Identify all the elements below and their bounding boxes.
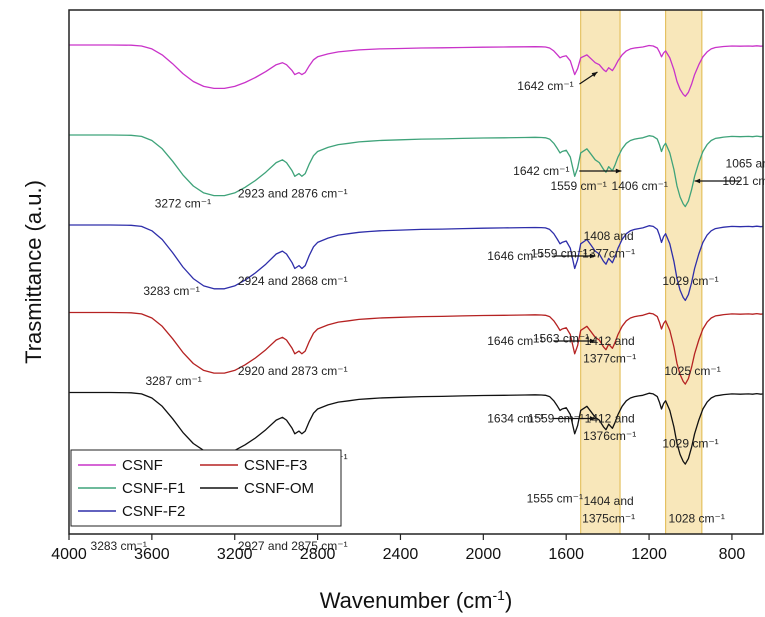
highlight-band-2 xyxy=(665,9,703,535)
series-line-csnf-f3 xyxy=(69,311,764,385)
x-axis-title-sup: -1 xyxy=(493,587,506,603)
legend: CSNF CSNF-F1 CSNF-F2 CSNF-F3 CSNF-OM xyxy=(70,449,342,527)
highlight-band-1 xyxy=(580,9,621,535)
annotation-label: 1375cm⁻¹ xyxy=(582,512,635,526)
annotation-label: 1412 and xyxy=(585,334,635,348)
x-axis-ticks: 4000 3600 3200 2800 2400 2000 1600 1200 800 xyxy=(51,534,745,563)
x-tick-label: 2800 xyxy=(300,546,336,563)
annotation-arrowhead xyxy=(694,178,701,184)
legend-label-csnf-f3: CSNF-F3 xyxy=(244,457,307,474)
annotation-label: 1021 cm⁻¹ xyxy=(722,174,765,188)
series-line-csnf xyxy=(69,44,764,97)
x-tick-label: 2000 xyxy=(466,546,502,563)
series-line-csnf-f2 xyxy=(69,224,764,302)
annotation-label: 1406 cm⁻¹ xyxy=(612,179,668,193)
annotation-label: 1559 cm⁻¹ xyxy=(531,247,587,261)
annotation-arrowhead xyxy=(589,416,596,421)
annotation-label: 1555 cm⁻¹ xyxy=(527,492,583,506)
plot-frame xyxy=(68,9,764,535)
series-line-csnf-om xyxy=(69,391,764,465)
annotation-label: 2920 and 2873 cm⁻¹ xyxy=(238,364,348,378)
annotation-label: 1025 cm⁻¹ xyxy=(664,364,720,378)
series-line-csnf-f1 xyxy=(69,134,764,208)
annotation-label: 1642 cm⁻¹ xyxy=(513,164,569,178)
legend-label-csnf-om: CSNF-OM xyxy=(244,480,314,497)
annotation-label: 1376cm⁻¹ xyxy=(583,429,636,443)
annotation-label: 1408 and xyxy=(584,229,634,243)
annotation-label: 1412 and xyxy=(585,412,635,426)
annotation-label: 1642 cm⁻¹ xyxy=(517,79,573,93)
x-tick-label: 3200 xyxy=(217,546,253,563)
annotation-label: 1646 cm⁻¹ xyxy=(487,334,543,348)
legend-label-csnf: CSNF xyxy=(122,457,163,474)
annotation-label: 3272 cm⁻¹ xyxy=(155,197,211,211)
x-tick-label: 1200 xyxy=(631,546,667,563)
annotation-label: 1029 cm⁻¹ xyxy=(662,274,718,288)
annotation-arrowhead xyxy=(591,72,598,78)
annotation-label: 1563 cm⁻¹ xyxy=(533,332,589,346)
spectra-series xyxy=(69,44,764,465)
annotation-arrowhead xyxy=(589,338,596,344)
y-axis-title: Trasmittance (a.u.) xyxy=(21,180,46,364)
annotation-label: 3283 cm⁻¹ xyxy=(143,284,199,298)
annotation-label: 1646 cm⁻¹ xyxy=(487,249,543,263)
annotation-label: 1559 cm⁻¹ xyxy=(550,179,606,193)
x-axis-title-text: Wavenumber (cm xyxy=(320,588,493,613)
annotation-label: 1065 and xyxy=(726,157,765,171)
annotation-label: 1029 cm⁻¹ xyxy=(662,437,718,451)
annotation-arrowhead xyxy=(615,168,622,174)
annotation-label: 1377cm⁻¹ xyxy=(583,352,636,366)
annotation-label: 1634 cm⁻¹ xyxy=(487,412,543,426)
legend-label-csnf-f1: CSNF-F1 xyxy=(122,480,185,497)
annotation-label: 3283 cm⁻¹ xyxy=(91,539,147,553)
x-tick-label: 4000 xyxy=(51,546,87,563)
legend-label-csnf-f2: CSNF-F2 xyxy=(122,503,185,520)
x-axis-title-close: ) xyxy=(505,588,512,613)
x-tick-label: 800 xyxy=(719,546,746,563)
x-tick-label: 2400 xyxy=(383,546,419,563)
x-tick-label: 1600 xyxy=(548,546,584,563)
annotation-label: 1404 and xyxy=(584,494,634,508)
annotation-label: 2923 and 2876 cm⁻¹ xyxy=(238,187,348,201)
x-axis-title: Wavenumber (cm-1) xyxy=(320,587,513,613)
highlight-bands xyxy=(580,9,703,535)
annotation-label: 1377cm⁻¹ xyxy=(582,247,635,261)
annotation-label: 2927 and 2875 cm⁻¹ xyxy=(238,539,348,553)
x-tick-label: 3600 xyxy=(134,546,170,563)
annotation-arrowhead xyxy=(589,253,596,259)
annotation-label: 2924 and 2868 cm⁻¹ xyxy=(238,274,348,288)
annotation-label: 1028 cm⁻¹ xyxy=(669,512,725,526)
annotation-label: 3287 cm⁻¹ xyxy=(145,374,201,388)
